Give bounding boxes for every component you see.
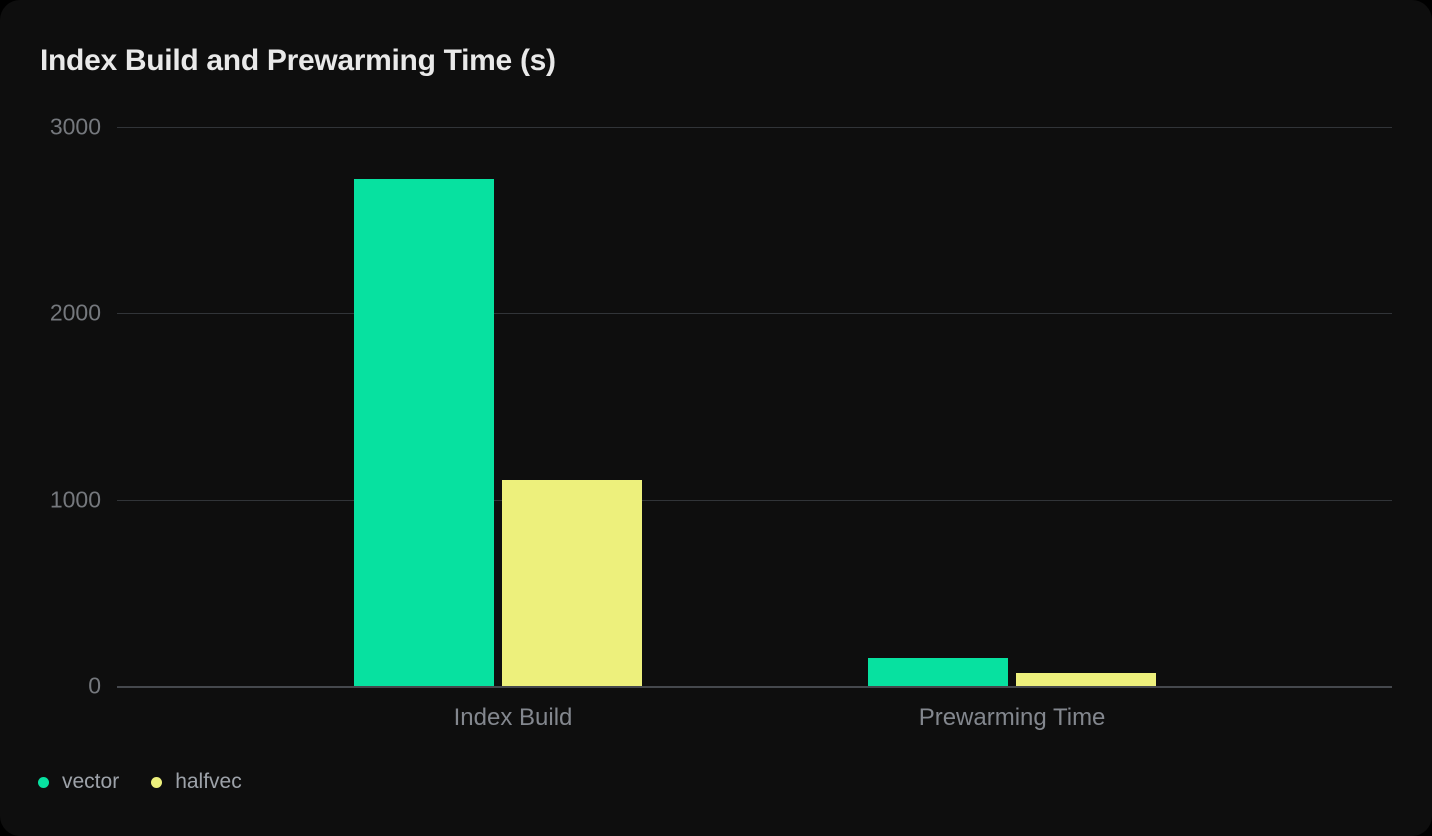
chart-title: Index Build and Prewarming Time (s) (40, 44, 556, 77)
plot-area (117, 127, 1392, 688)
bar-halfvec-prewarming-time (1016, 672, 1157, 686)
legend: vector halfvec (38, 770, 242, 794)
gridline (117, 313, 1392, 315)
legend-dot-halfvec (151, 776, 163, 788)
bar-halfvec-index-build (501, 480, 642, 686)
gridline (117, 127, 1392, 128)
y-axis-tick-label: 0 (88, 672, 101, 699)
legend-dot-vector (38, 776, 49, 788)
x-axis-category-label: Prewarming Time (918, 704, 1106, 731)
gridline (117, 499, 1392, 501)
y-axis-tick-label: 3000 (49, 113, 101, 140)
y-axis-tick-label: 2000 (49, 299, 101, 326)
legend-item-halfvec[interactable]: halfvec (151, 770, 242, 794)
legend-label: vector (62, 770, 120, 793)
x-axis-category-label: Index Build (453, 704, 573, 731)
gridline (117, 686, 1392, 688)
bar-vector-prewarming-time (868, 658, 1009, 686)
legend-item-vector[interactable]: vector (38, 770, 119, 794)
y-axis-tick-label: 1000 (49, 486, 101, 513)
bar-vector-index-build (353, 179, 494, 686)
legend-label: halfvec (175, 770, 242, 793)
